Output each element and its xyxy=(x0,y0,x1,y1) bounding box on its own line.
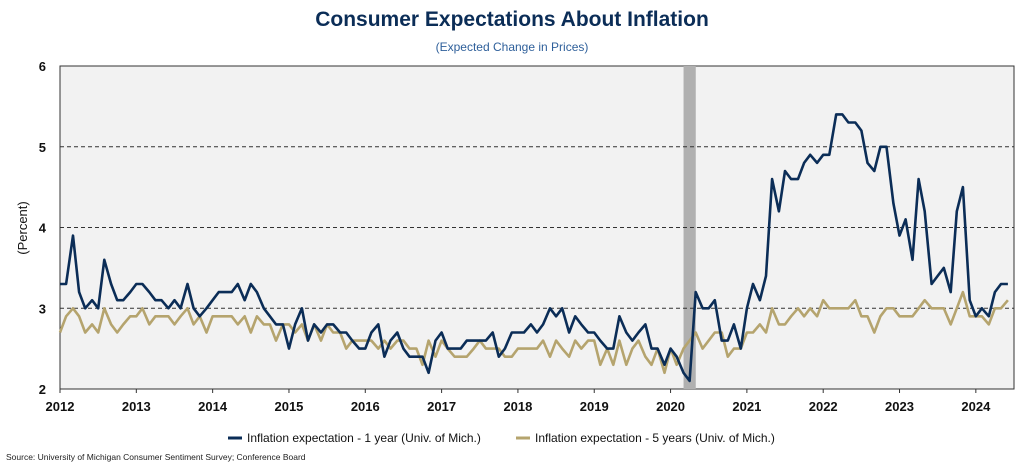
y-tick-label: 2 xyxy=(39,382,46,397)
x-tick-label: 2021 xyxy=(732,399,761,414)
legend-label-five-year: Inflation expectation - 5 years (Univ. o… xyxy=(535,431,775,445)
x-tick-label: 2024 xyxy=(961,399,991,414)
y-tick-label: 3 xyxy=(39,301,46,316)
legend-label-one-year: Inflation expectation - 1 year (Univ. of… xyxy=(247,431,481,445)
x-tick-label: 2023 xyxy=(885,399,914,414)
x-tick-label: 2012 xyxy=(46,399,75,414)
chart-title: Consumer Expectations About Inflation xyxy=(315,8,709,31)
x-tick-label: 2015 xyxy=(274,399,303,414)
source-note: Source: University of Michigan Consumer … xyxy=(6,452,306,462)
x-tick-label: 2019 xyxy=(580,399,609,414)
x-tick-label: 2014 xyxy=(198,399,228,414)
x-tick-label: 2013 xyxy=(122,399,151,414)
x-tick-label: 2016 xyxy=(351,399,380,414)
y-tick-label: 6 xyxy=(39,59,46,74)
x-tick-label: 2020 xyxy=(656,399,685,414)
series-line-five-year xyxy=(58,290,1009,375)
x-tick-label: 2022 xyxy=(809,399,838,414)
chart-subtitle: (Expected Change in Prices) xyxy=(435,40,589,54)
series-line-one-year xyxy=(60,113,1008,383)
x-tick-label: 2018 xyxy=(503,399,532,414)
y-tick-label: 5 xyxy=(39,140,46,155)
y-tick-label: 4 xyxy=(39,221,47,236)
legend: Inflation expectation - 1 year (Univ. of… xyxy=(228,431,775,445)
y-axis-label: (Percent) xyxy=(15,201,30,254)
x-tick-label: 2017 xyxy=(427,399,456,414)
